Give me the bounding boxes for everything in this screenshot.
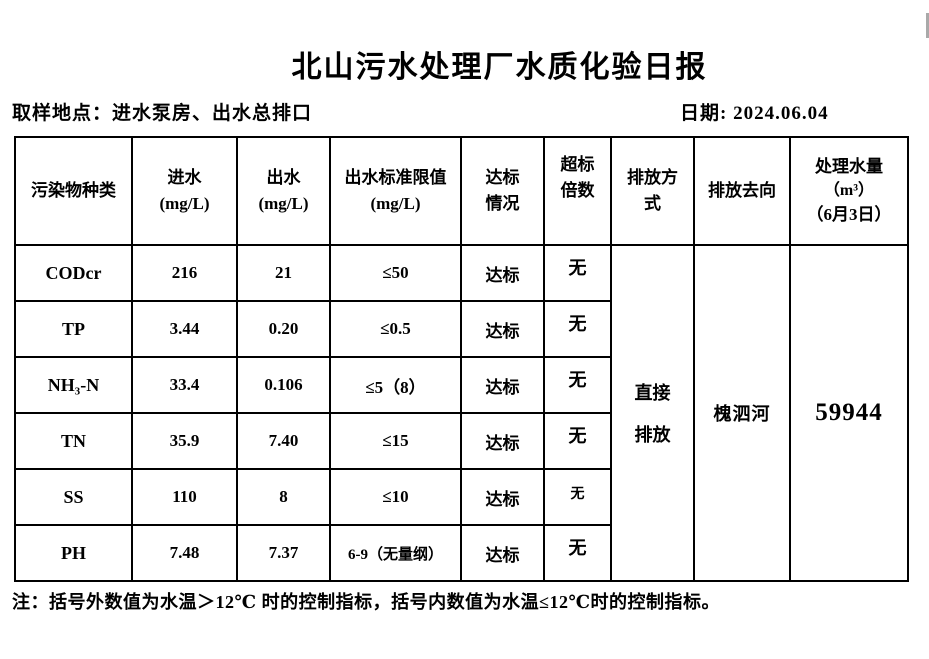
discharge-mode-line1: 直接 <box>634 383 671 403</box>
header-influent-line1: 进水 <box>167 167 202 187</box>
header-limit-unit: (mg/L) <box>370 194 421 213</box>
cell-pollutant: CODcr <box>14 244 133 302</box>
table-row-tn: TN 35.9 7.40 ≤15 达标 无 <box>14 412 908 470</box>
cell-discharge-destination: 槐泗河 <box>693 244 791 582</box>
cell-compliance: 达标 <box>460 468 545 526</box>
report-date-label: 日期: 2024.06.04 <box>680 103 829 124</box>
header-pollutant-label: 污染物种类 <box>31 180 116 200</box>
cell-influent: 33.4 <box>131 356 238 414</box>
table-row-ph: PH 7.48 7.37 6-9（无量纲） 达标 无 <box>14 524 908 582</box>
header-exceed-line1: 超标 <box>560 155 595 174</box>
cell-exceed: 无 <box>543 524 612 582</box>
table-row-tp: TP 3.44 0.20 ≤0.5 达标 无 <box>14 300 908 358</box>
cell-pollutant: SS <box>14 468 133 526</box>
cell-effluent: 8 <box>236 468 331 526</box>
cell-limit: ≤5（8） <box>329 356 462 414</box>
cell-effluent: 7.37 <box>236 524 331 582</box>
header-compliance-line2: 情况 <box>485 194 520 213</box>
cell-limit: ≤10 <box>329 468 462 526</box>
meta-row: 取样地点：进水泵房、出水总排口 日期: 2024.06.04 <box>0 98 929 124</box>
header-pollutant-type: 污染物种类 <box>14 136 133 246</box>
cell-compliance: 达标 <box>460 356 545 414</box>
header-effluent-limit: 出水标准限值 (mg/L) <box>329 136 462 246</box>
footnote: 注：括号外数值为水温＞12℃ 时的控制指标，括号内数值为水温≤12℃时的控制指标… <box>12 592 721 612</box>
table-row-ss: SS 110 8 ≤10 达标 无 <box>14 468 908 526</box>
cell-pollutant: PH <box>14 524 133 582</box>
table-row-codcr: CODcr 216 21 ≤50 达标 无 直接 排放 槐泗河 59944 <box>14 244 909 582</box>
cell-limit: ≤50 <box>329 244 462 302</box>
cell-limit: 6-9（无量纲） <box>329 524 462 582</box>
cell-discharge-mode: 直接 排放 <box>610 244 695 582</box>
table-row-nh3n: NH₃-N 33.4 0.106 ≤5（8） 达标 无 <box>14 356 908 414</box>
cell-influent: 3.44 <box>131 300 238 358</box>
header-discharge-mode-line2: 式 <box>644 194 661 213</box>
header-influent: 进水 (mg/L) <box>131 136 238 246</box>
header-exceed-multiple: 超标 倍数 <box>543 136 612 246</box>
cell-compliance: 达标 <box>460 300 545 358</box>
cell-exceed: 无 <box>543 300 612 358</box>
cell-effluent: 0.20 <box>236 300 331 358</box>
header-volume-date: （6月3日） <box>806 204 892 224</box>
cell-influent: 35.9 <box>131 412 238 470</box>
header-processed-volume: 处理水量 （m³） （6月3日） <box>789 136 909 246</box>
cell-pollutant: TN <box>14 412 133 470</box>
cell-exceed: 无 <box>543 244 612 302</box>
header-effluent: 出水 (mg/L) <box>236 136 331 246</box>
cell-pollutant: NH₃-N <box>14 356 133 414</box>
header-limit-line1: 出水标准限值 <box>344 167 447 187</box>
cell-effluent: 7.40 <box>236 412 331 470</box>
header-discharge-destination: 排放去向 <box>693 136 791 246</box>
cell-compliance: 达标 <box>460 524 545 582</box>
cell-exceed: 无 <box>543 356 612 414</box>
header-compliance: 达标 情况 <box>460 136 545 246</box>
header-row: 污染物种类 进水 (mg/L) 出水 (mg/L) 出水标准限值 (mg/L) … <box>14 136 909 246</box>
water-quality-table: 污染物种类 进水 (mg/L) 出水 (mg/L) 出水标准限值 (mg/L) … <box>14 136 909 582</box>
cell-effluent: 0.106 <box>236 356 331 414</box>
cell-limit: ≤0.5 <box>329 300 462 358</box>
header-discharge-mode-line1: 排放方 <box>627 167 678 187</box>
header-effluent-unit: (mg/L) <box>258 194 309 213</box>
cell-pollutant: TP <box>14 300 133 358</box>
sampling-location-label: 取样地点：进水泵房、出水总排口 <box>12 103 313 124</box>
cell-limit: ≤15 <box>329 412 462 470</box>
cell-influent: 216 <box>131 244 238 302</box>
header-discharge-destination-label: 排放去向 <box>708 180 776 200</box>
cell-processed-volume: 59944 <box>789 244 909 582</box>
cell-influent: 7.48 <box>131 524 238 582</box>
header-influent-unit: (mg/L) <box>159 194 210 213</box>
header-volume-line1: 处理水量 <box>815 156 883 176</box>
cell-exceed: 无 <box>543 412 612 470</box>
cell-compliance: 达标 <box>460 412 545 470</box>
header-exceed-line2: 倍数 <box>560 181 595 201</box>
header-compliance-line1: 达标 <box>485 167 520 187</box>
header-discharge-mode: 排放方 式 <box>610 136 695 246</box>
cell-influent: 110 <box>131 468 238 526</box>
page-title: 北山污水处理厂水质化验日报 <box>291 51 708 84</box>
cell-exceed: 无 <box>543 468 612 526</box>
cell-compliance: 达标 <box>460 244 545 302</box>
window-edge-artifact <box>926 13 929 38</box>
header-volume-unit: （m³） <box>823 182 875 200</box>
discharge-mode-line2: 排放 <box>634 425 671 445</box>
cell-effluent: 21 <box>236 244 331 302</box>
header-effluent-line1: 出水 <box>266 167 301 187</box>
